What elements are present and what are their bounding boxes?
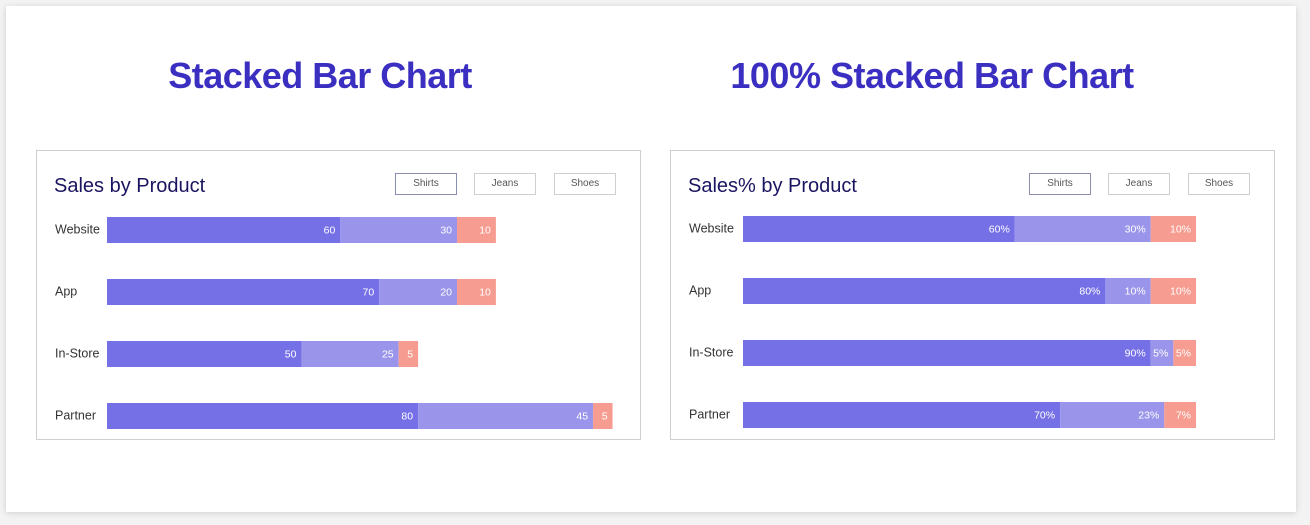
legend-shoes-button[interactable]: Shoes [554, 173, 616, 195]
bar-shoes-app[interactable] [457, 279, 496, 305]
value-label-shoes-in-store: 5% [1176, 347, 1191, 359]
bar-shoes-website[interactable] [1150, 216, 1196, 242]
bar-jeans-website[interactable] [340, 217, 457, 243]
bar-shoes-app[interactable] [1150, 278, 1196, 304]
right-heading: 100% Stacked Bar Chart [730, 55, 1134, 96]
category-label-partner: Partner [55, 408, 96, 422]
bar-shoes-in-store[interactable] [1173, 340, 1196, 366]
bar-jeans-in-store[interactable] [1150, 340, 1174, 366]
percent-chart-panel: Sales% by Product Shirts Jeans Shoes Web… [670, 150, 1275, 440]
bar-jeans-app[interactable] [379, 279, 457, 305]
percent-chart-title: Sales% by Product [688, 175, 857, 197]
value-label-shirts-in-store: 50 [285, 348, 297, 360]
value-label-shirts-website: 60% [989, 223, 1010, 235]
bar-shirts-in-store[interactable] [107, 341, 302, 367]
value-label-shoes-partner: 5 [602, 410, 608, 422]
bar-jeans-app[interactable] [1105, 278, 1151, 304]
percent-stacked-bar-chart: Website 60% 30% 10% App 80% 10% 10% In-Store 90% 5… [689, 216, 1196, 428]
value-label-shoes-app: 10 [479, 286, 491, 298]
legend-jeans-button[interactable]: Jeans [1108, 173, 1170, 195]
bar-shoes-website[interactable] [457, 217, 496, 243]
stacked-chart-title: Sales by Product [54, 175, 206, 197]
value-label-shirts-partner: 70% [1034, 409, 1055, 421]
value-label-jeans-in-store: 5% [1153, 347, 1168, 359]
category-label-app: App [689, 283, 711, 297]
value-label-shirts-website: 60 [324, 224, 336, 236]
value-label-shoes-app: 10% [1170, 285, 1191, 297]
bar-shirts-partner[interactable] [743, 402, 1061, 428]
category-label-partner: Partner [689, 407, 730, 421]
value-label-jeans-website: 30% [1125, 223, 1146, 235]
value-label-shirts-in-store: 90% [1125, 347, 1146, 359]
legend-shirts-button[interactable]: Shirts [1029, 173, 1091, 195]
category-label-in-store: In-Store [55, 346, 100, 360]
value-label-jeans-website: 30 [440, 224, 452, 236]
value-label-shoes-website: 10% [1170, 223, 1191, 235]
stacked-chart-panel: Sales by Product Shirts Jeans Shoes Webs… [36, 150, 641, 440]
value-label-shoes-partner: 7% [1176, 409, 1191, 421]
bar-shirts-in-store[interactable] [743, 340, 1151, 366]
value-label-jeans-partner: 45 [576, 410, 588, 422]
category-label-website: Website [55, 222, 100, 236]
stacked-bar-chart: Website 60 30 10 App 70 20 10 In-Store 50 25 5 Partn… [55, 217, 613, 429]
bar-shirts-website[interactable] [743, 216, 1015, 242]
bar-shoes-in-store[interactable] [398, 341, 419, 367]
value-label-shirts-partner: 80 [401, 410, 413, 422]
bar-jeans-in-store[interactable] [301, 341, 399, 367]
bar-shoes-partner[interactable] [1164, 402, 1196, 428]
bar-shirts-partner[interactable] [107, 403, 419, 429]
category-label-in-store: In-Store [689, 345, 734, 359]
legend-shirts-button[interactable]: Shirts [395, 173, 457, 195]
bar-jeans-partner[interactable] [418, 403, 594, 429]
bar-jeans-partner[interactable] [1060, 402, 1165, 428]
bar-shoes-partner[interactable] [593, 403, 613, 429]
bar-shirts-app[interactable] [107, 279, 380, 305]
bar-jeans-website[interactable] [1014, 216, 1151, 242]
value-label-shoes-website: 10 [479, 224, 491, 236]
bar-shirts-website[interactable] [107, 217, 341, 243]
bar-shirts-app[interactable] [743, 278, 1106, 304]
legend-shoes-button[interactable]: Shoes [1188, 173, 1250, 195]
value-label-jeans-partner: 23% [1138, 409, 1159, 421]
category-label-website: Website [689, 221, 734, 235]
value-label-shirts-app: 80% [1079, 285, 1100, 297]
value-label-jeans-in-store: 25 [382, 348, 394, 360]
category-label-app: App [55, 284, 77, 298]
value-label-jeans-app: 10% [1125, 285, 1146, 297]
value-label-shirts-app: 70 [363, 286, 375, 298]
value-label-jeans-app: 20 [440, 286, 452, 298]
legend-jeans-button[interactable]: Jeans [474, 173, 536, 195]
left-heading: Stacked Bar Chart [168, 55, 472, 96]
value-label-shoes-in-store: 5 [407, 348, 413, 360]
